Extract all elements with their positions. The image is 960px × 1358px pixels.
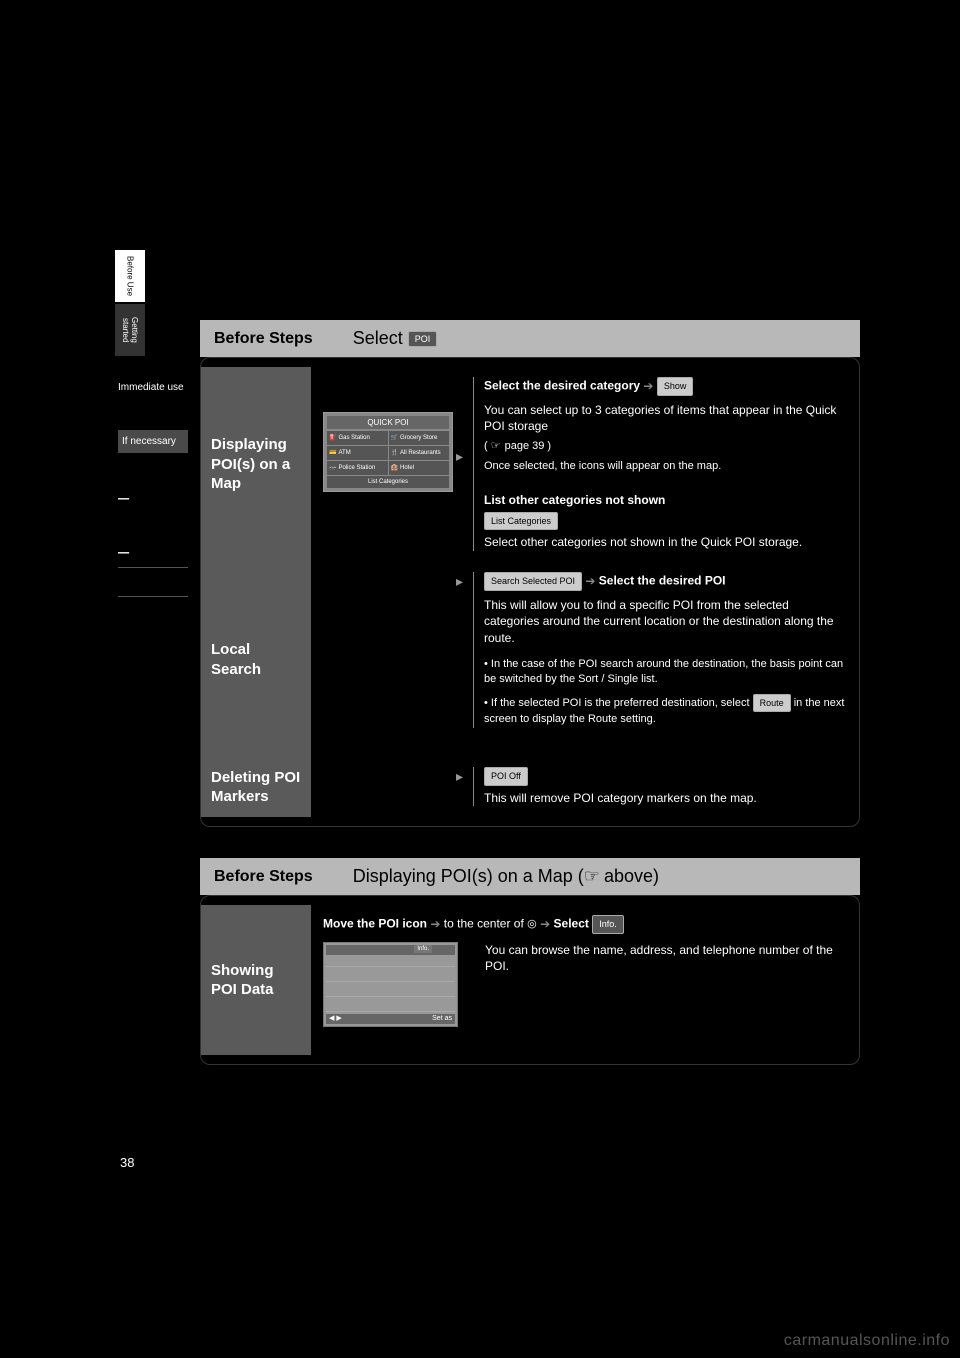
- block2-top-curve: [200, 895, 860, 905]
- list-other-bold: List other categories not shown: [484, 493, 665, 507]
- map-grid: [326, 957, 455, 1012]
- poi-off-button[interactable]: POI Off: [484, 767, 528, 786]
- local-search-desc: This will allow you to find a specific P…: [484, 597, 847, 647]
- before-steps-header-2: Before Steps Displaying POI(s) on a Map …: [200, 858, 860, 895]
- icons-appear-note: Once selected, the icons will appear on …: [484, 459, 847, 474]
- hand-icon: [491, 440, 505, 452]
- flow-left-displaying: QUICK POI ⛽Gas Station 🛒Grocery Store 💳A…: [323, 377, 463, 551]
- bs2-text-a: Displaying POI(s) on a Map (: [353, 866, 584, 886]
- page-number: 38: [120, 1155, 134, 1170]
- showing-poi-body: You can browse the name, address, and te…: [485, 942, 847, 976]
- side-menu-divider-1: [118, 567, 188, 568]
- flow-right-displaying: ▸ Select the desired category ➔ Show You…: [473, 377, 847, 551]
- before-steps-action: Select POI: [353, 328, 438, 349]
- select-desired-poi-bold: Select the desired POI: [599, 573, 726, 587]
- section-label-showing: Showing POI Data: [201, 905, 311, 1055]
- branch-arrow-1: ▸: [456, 447, 463, 467]
- block-showing-poi-data: Before Steps Displaying POI(s) on a Map …: [200, 858, 860, 1095]
- qp-cell-grocery: 🛒Grocery Store: [389, 431, 450, 445]
- flow-left-local: [323, 572, 463, 728]
- flow-right-deleting: ▸ POI Off This will remove POI category …: [473, 767, 847, 806]
- side-tab-before-use[interactable]: Before Use: [115, 250, 145, 302]
- side-tabs: Before Use Getting started: [115, 250, 150, 358]
- info-button[interactable]: Info.: [592, 915, 624, 934]
- bs2-text-b: ): [653, 866, 659, 886]
- before-select-text: Select: [353, 328, 403, 348]
- arrow-select: ➔: [540, 916, 550, 933]
- qp-cell-restaurant: 🍴All Restaurants: [389, 446, 450, 460]
- map-set-as: Set as: [432, 1014, 452, 1024]
- section-displaying: Displaying POI(s) on a Map QUICK POI ⛽Ga…: [200, 367, 860, 562]
- search-selected-poi-button[interactable]: Search Selected POI: [484, 572, 582, 591]
- watermark: carmanualsonline.info: [784, 1332, 950, 1350]
- arrow-move: ➔: [430, 916, 440, 933]
- map-top-bar: [326, 945, 455, 955]
- select-bold: Select: [554, 916, 589, 930]
- side-menu: Immediate use If necessary – –: [118, 380, 188, 609]
- map-screenshot: Info. ◀ ▶ Set as: [323, 942, 458, 1027]
- local-note-2a: • If the selected POI is the preferred d…: [484, 697, 750, 709]
- local-note-1: • In the case of the POI search around t…: [484, 657, 847, 688]
- quick-poi-title: QUICK POI: [327, 416, 449, 429]
- side-menu-immediate[interactable]: Immediate use: [118, 380, 188, 400]
- map-info-btn: Info.: [414, 945, 432, 953]
- flow-left-showing: Info. ◀ ▶ Set as: [323, 942, 463, 1027]
- side-tab-getting-started[interactable]: Getting started: [115, 304, 145, 356]
- qp-cell-atm: 💳ATM: [327, 446, 388, 460]
- block2-bottom-curve: [200, 1055, 860, 1065]
- show-button[interactable]: Show: [657, 377, 694, 396]
- arrow-to-select-poi: ➔: [585, 573, 595, 590]
- bs2-ref: above: [604, 866, 653, 886]
- qp-cell-hotel: 🏨Hotel: [389, 461, 450, 475]
- flow-right-showing: You can browse the name, address, and te…: [473, 942, 847, 1027]
- section-showing-poi: Showing POI Data Move the POI icon ➔ to …: [200, 905, 860, 1055]
- map-bottom-bar: ◀ ▶ Set as: [326, 1014, 455, 1024]
- side-menu-divider-2: [118, 596, 188, 597]
- select-category-bold: Select the desired category: [484, 378, 640, 392]
- block1-top-curve: [200, 357, 860, 367]
- quick-poi-screenshot: QUICK POI ⛽Gas Station 🛒Grocery Store 💳A…: [323, 412, 453, 492]
- qp-list-categories: List Categories: [327, 476, 449, 488]
- list-other-text: Select other categories not shown in the…: [484, 534, 847, 551]
- move-poi-text: to the center of: [444, 916, 524, 930]
- before-steps-label-1: Before Steps: [214, 330, 313, 348]
- flow-right-local: ▸ Search Selected POI ➔ Select the desir…: [473, 572, 847, 728]
- section-content-deleting: ▸ POI Off This will remove POI category …: [311, 757, 859, 817]
- local-note-2: • If the selected POI is the preferred d…: [484, 694, 847, 728]
- branch-arrow-3: ▸: [456, 767, 463, 787]
- block-poi-on-map: Before Steps Select POI Displaying POI(s…: [200, 320, 860, 857]
- side-menu-dash-1: –: [118, 483, 188, 513]
- flow-left-deleting: [323, 767, 463, 806]
- target-icon: [527, 916, 537, 930]
- side-menu-if-necessary[interactable]: If necessary: [118, 430, 188, 453]
- branch-arrow-2: ▸: [456, 572, 463, 592]
- before-steps-label-2: Before Steps: [214, 868, 313, 886]
- side-menu-dash-2: –: [118, 537, 188, 567]
- section-local-search: Local Search ▸ Search Selected POI ➔ Sel…: [200, 562, 860, 757]
- section-content-local: ▸ Search Selected POI ➔ Select the desir…: [311, 562, 859, 757]
- move-poi-bold: Move the POI icon: [323, 916, 427, 930]
- arrow-to-show: ➔: [643, 378, 653, 395]
- qp-cell-police: 🚓Police Station: [327, 461, 388, 475]
- section-label-displaying: Displaying POI(s) on a Map: [201, 367, 311, 562]
- list-categories-button[interactable]: List Categories: [484, 512, 558, 531]
- section-label-deleting: Deleting POI Markers: [201, 757, 311, 817]
- before-steps-header-1: Before Steps Select POI: [200, 320, 860, 357]
- section-label-local: Local Search: [201, 562, 311, 757]
- block1-bottom-curve: [200, 817, 860, 827]
- hand-ref-page39: ( page 39 ): [484, 439, 847, 454]
- poi-button-icon[interactable]: POI: [408, 331, 438, 347]
- section-deleting: Deleting POI Markers ▸ POI Off This will…: [200, 757, 860, 817]
- select-category-desc: You can select up to 3 categories of ite…: [484, 402, 847, 436]
- map-scale: ◀ ▶: [329, 1014, 342, 1024]
- route-button[interactable]: Route: [753, 694, 791, 713]
- section-content-showing: Move the POI icon ➔ to the center of ➔ S…: [311, 905, 859, 1055]
- deleting-desc: This will remove POI category markers on…: [484, 790, 847, 807]
- before-steps-text-2: Displaying POI(s) on a Map ( above): [353, 866, 659, 887]
- section-content-displaying: QUICK POI ⛽Gas Station 🛒Grocery Store 💳A…: [311, 367, 859, 562]
- hand-icon-2: [584, 866, 604, 886]
- qp-cell-gas: ⛽Gas Station: [327, 431, 388, 445]
